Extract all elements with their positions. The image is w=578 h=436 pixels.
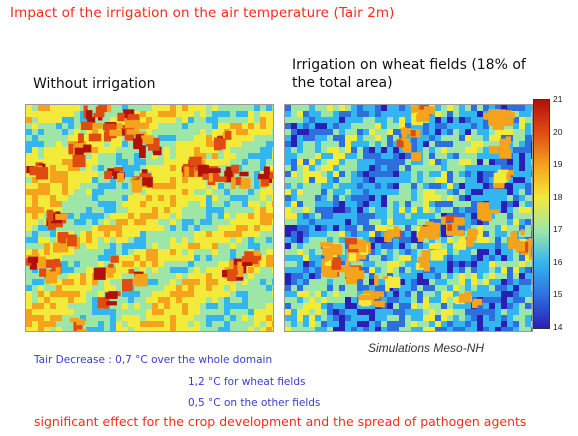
colorbar-tick-label: 21 <box>553 94 563 104</box>
panel-label-without-irrigation: Without irrigation <box>33 76 156 92</box>
simulation-credit: Simulations Meso-NH <box>368 341 485 355</box>
stat-line-other: 0,5 °C on the other fields <box>188 397 321 409</box>
colorbar-tick-label: 19 <box>553 159 563 170</box>
page-title: Impact of the irrigation on the air temp… <box>10 5 395 21</box>
colorbar-tick-label: 17 <box>553 224 563 235</box>
panel-label-irrigation: Irrigation on wheat fields (18% of the t… <box>292 57 526 91</box>
stat-line-domain: Tair Decrease : 0,7 °C over the whole do… <box>34 354 272 366</box>
colorbar-tick-label: 16 <box>553 256 563 267</box>
stat-value-domain: : 0,7 °C over the whole domain <box>108 354 273 366</box>
colorbar-tick-label: 14 <box>553 322 563 332</box>
temperature-map-right-image <box>285 105 532 331</box>
colorbar-tick-label: 20 <box>553 126 563 137</box>
temperature-colorbar <box>533 99 550 329</box>
conclusion-text: significant effect for the crop developm… <box>34 414 527 429</box>
temperature-map-with-irrigation <box>284 104 533 332</box>
colorbar-tick-label: 15 <box>553 289 563 300</box>
temperature-map-left-image <box>26 105 273 331</box>
stat-label: Tair Decrease <box>34 354 105 366</box>
temperature-map-without-irrigation <box>25 104 274 332</box>
colorbar-tick-label: 18 <box>553 191 563 202</box>
stat-line-wheat: 1,2 °C for wheat fields <box>188 376 306 388</box>
